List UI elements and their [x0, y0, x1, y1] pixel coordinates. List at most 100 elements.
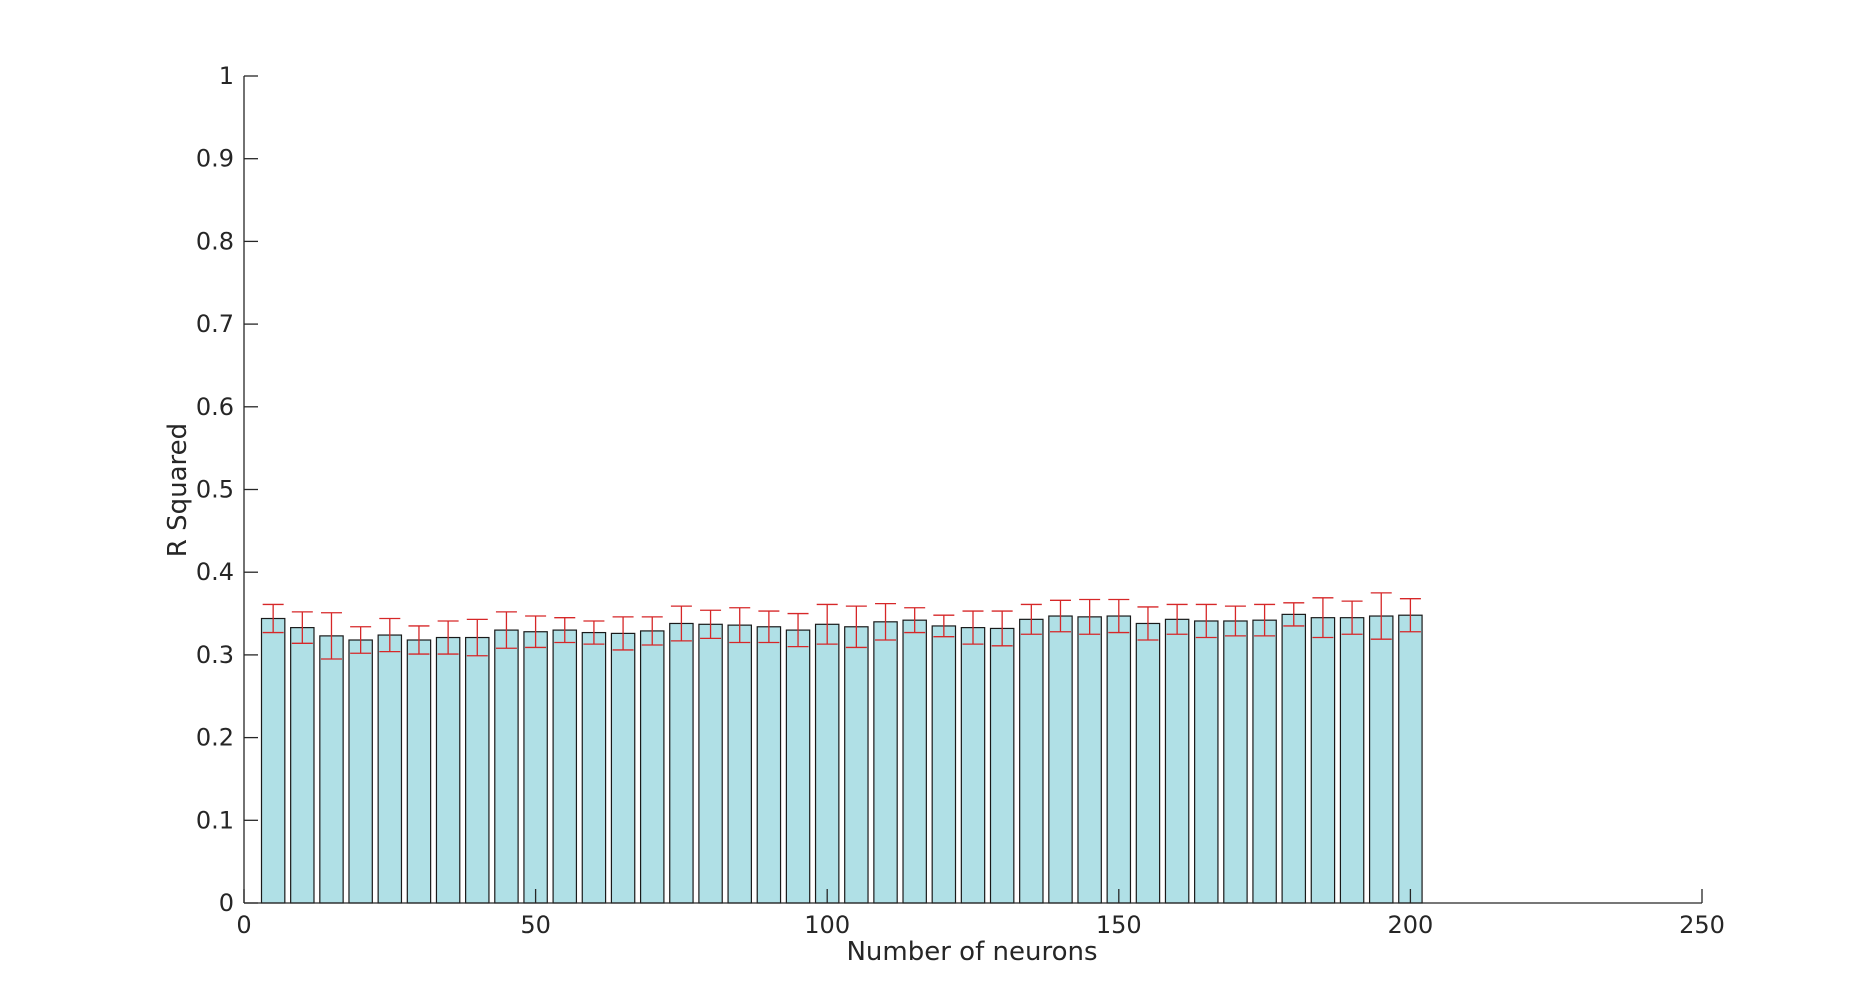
error-bar [1079, 598, 1101, 635]
x-tick-label: 100 [804, 911, 850, 939]
error-bar [1137, 606, 1159, 641]
error-bar [875, 602, 897, 641]
error-bar [787, 612, 809, 648]
error-bar [291, 611, 313, 644]
error-bar [700, 609, 722, 640]
error-bar [262, 603, 284, 634]
bar [1398, 614, 1423, 904]
error-bar [1020, 603, 1042, 635]
error-bar [1341, 600, 1363, 635]
error-bar [991, 610, 1013, 647]
bar [960, 627, 986, 904]
error-bar [1312, 597, 1334, 639]
bar [552, 629, 578, 904]
error-bars-group [262, 592, 1421, 660]
error-bar [495, 611, 517, 649]
y-tick-label: 0 [219, 889, 234, 917]
error-bar [904, 607, 926, 634]
error-bar [1254, 603, 1276, 637]
bar [1019, 618, 1044, 904]
error-bar [1224, 605, 1246, 637]
bar [1194, 620, 1219, 904]
y-tick-label: 0.5 [196, 476, 234, 504]
bar [814, 623, 840, 904]
x-tick-label: 50 [520, 911, 551, 939]
bar [1077, 616, 1102, 904]
x-tick-label: 200 [1387, 911, 1433, 939]
error-bar [320, 612, 342, 660]
error-bar [1370, 592, 1392, 640]
error-bar [1195, 603, 1217, 639]
error-bar [670, 605, 692, 642]
x-tick-label: 0 [236, 911, 251, 939]
y-tick-label: 0.8 [196, 227, 234, 255]
bar [844, 626, 869, 904]
error-bar [641, 616, 663, 646]
bar [989, 627, 1015, 904]
y-tick-label: 0.7 [196, 310, 234, 338]
bar [260, 617, 286, 904]
y-tick-label: 0.6 [196, 393, 234, 421]
bar [873, 621, 898, 904]
error-bar [962, 610, 984, 645]
bar [1310, 617, 1336, 904]
error-bar [437, 620, 459, 655]
error-bar [350, 626, 372, 654]
bar [1368, 615, 1394, 904]
y-tick-label: 0.3 [196, 641, 234, 669]
y-tick-label: 1 [219, 62, 234, 90]
y-tick-label: 0.4 [196, 558, 234, 586]
bar [1135, 622, 1161, 904]
bar [1339, 617, 1365, 904]
bar [1164, 618, 1190, 904]
error-bar [816, 603, 838, 645]
error-bar [1108, 598, 1130, 634]
y-tick-label: 0.9 [196, 145, 234, 173]
error-bar [379, 617, 401, 653]
error-bar [758, 610, 780, 644]
error-bar [1283, 602, 1305, 627]
y-tick-label: 0.1 [196, 806, 234, 834]
bar [319, 635, 344, 904]
error-bar [1166, 603, 1188, 635]
x-axis-label: Number of neurons [846, 937, 1097, 967]
error-bar [1399, 598, 1421, 633]
bar [523, 631, 548, 904]
error-bar [1049, 599, 1071, 633]
bar [698, 623, 723, 904]
axes-group: 0 0.1 0.2 0.3 0.4 0.5 0.6 0.7 0.8 0.9 1 0 50 100 150 20… [196, 62, 1725, 939]
bar [1106, 615, 1132, 904]
bar [639, 630, 665, 904]
bar [494, 629, 519, 904]
error-bar [729, 607, 751, 644]
bar [581, 631, 607, 904]
bar [669, 622, 694, 904]
bar [465, 636, 490, 904]
bar [610, 632, 636, 904]
bar [348, 639, 373, 904]
bar [377, 634, 403, 904]
bar [290, 627, 315, 904]
bar [1252, 619, 1277, 904]
bar [756, 626, 782, 904]
error-bar [583, 620, 605, 645]
error-bar [466, 618, 488, 657]
bar [435, 636, 461, 904]
y-tick-label: 0.2 [196, 724, 234, 752]
bar [785, 629, 811, 904]
bar [727, 624, 752, 904]
bar [1223, 620, 1248, 904]
bar [902, 619, 927, 904]
y-axis-label: R Squared [163, 423, 193, 557]
bar [931, 625, 957, 904]
error-bar [525, 615, 547, 649]
error-bar [408, 625, 430, 655]
x-tick-label: 250 [1679, 911, 1725, 939]
error-bar [845, 605, 867, 649]
bar [1048, 615, 1073, 904]
error-bar [554, 617, 576, 644]
error-bar [612, 616, 634, 651]
bars-group [260, 613, 1423, 904]
error-bar [933, 614, 955, 638]
